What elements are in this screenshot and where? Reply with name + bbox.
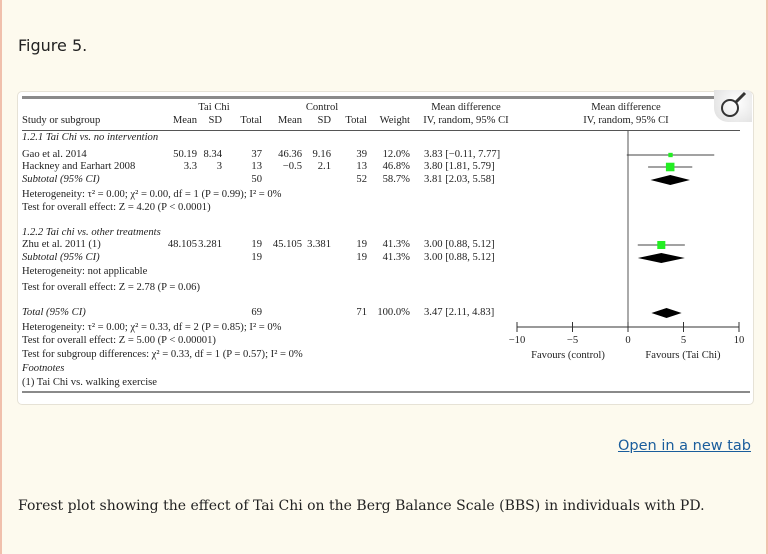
x-tick-label: −5 (566, 335, 579, 346)
study-tc-sd: 3.281 (198, 239, 222, 250)
open-in-new-tab-link[interactable]: Open in a new tab (617, 438, 751, 454)
study-md-ci: 3.80 [1.81, 5.79] (424, 161, 495, 172)
x-tick-label: 5 (680, 335, 687, 346)
subtotal-md-ci: 3.81 [2.03, 5.58] (424, 174, 495, 185)
subtotal-label: Subtotal (95% CI) (22, 174, 100, 185)
study-marker (657, 240, 666, 250)
study-marker (665, 162, 675, 172)
note-label: Test for overall effect: Z = 5.00 (P < 0… (22, 335, 216, 346)
subtotal-label: Subtotal (95% CI) (22, 252, 100, 263)
pooled-diamond (637, 253, 685, 263)
note-label: Heterogeneity: not applicable (22, 266, 148, 277)
study-tc-mean: 50.19 (173, 149, 197, 160)
study-c-mean: −0.5 (282, 161, 302, 172)
subtotal-tc-total: 19 (251, 252, 262, 263)
subtotal-md-ci: 3.47 [2.11, 4.83] (424, 307, 495, 318)
subtotal-tc-total: 50 (251, 174, 262, 185)
magnify-button[interactable] (714, 90, 752, 122)
header-study: Study or subgroup (22, 115, 101, 126)
study-label: Hackney and Earhart 2008 (22, 161, 136, 172)
subtotal-c-total: 19 (356, 252, 367, 263)
study-weight: 46.8% (382, 161, 410, 172)
left-border (0, 0, 2, 554)
subtotal-weight: 58.7% (382, 174, 410, 185)
note-label: Test for overall effect: Z = 2.78 (P = 0… (22, 282, 201, 293)
note-label: Test for overall effect: Z = 4.20 (P < 0… (22, 202, 211, 213)
note-label: Heterogeneity: τ² = 0.00; χ² = 0.00, df … (22, 189, 282, 200)
study-c-mean: 46.36 (278, 149, 302, 160)
header-tc-total: Total (240, 115, 262, 126)
study-tc-total: 13 (251, 161, 262, 172)
header-c-sd: SD (317, 115, 331, 126)
study-label: Zhu et al. 2011 (1) (22, 239, 101, 250)
header-plot-sub: IV, random, 95% CI (583, 115, 669, 126)
header-tc-mean: Mean (172, 115, 197, 126)
header-c-mean: Mean (277, 115, 302, 126)
magnifier-icon (721, 91, 747, 117)
study-tc-mean: 3.3 (183, 161, 197, 172)
study-tc-total: 19 (251, 239, 262, 250)
study-tc-total: 37 (251, 149, 262, 160)
right-border (766, 0, 768, 554)
study-marker (668, 152, 673, 158)
subtotal-weight: 41.3% (382, 252, 410, 263)
header-taichi: Tai Chi (198, 102, 230, 113)
subtotal-c-total: 52 (356, 174, 367, 185)
study-c-sd: 2.1 (317, 161, 331, 172)
subtotal-md-ci: 3.00 [0.88, 5.12] (424, 252, 495, 263)
figure-caption: Forest plot showing the effect of Tai Ch… (18, 498, 705, 514)
header-md: Mean difference (431, 102, 501, 113)
group-label: 1.2.1 Tai Chi vs. no intervention (22, 132, 159, 143)
favours-taichi-label: Favours (Tai Chi) (645, 350, 721, 361)
header-rule (22, 130, 740, 131)
top-rule (22, 96, 752, 99)
group-label: 1.2.2 Tai chi vs. other treatments (22, 227, 161, 238)
study-c-mean: 45.105 (272, 239, 302, 250)
header-md-sub: IV, random, 95% CI (423, 115, 509, 126)
study-md-ci: 3.00 [0.88, 5.12] (424, 239, 495, 250)
header-tc-sd: SD (208, 115, 222, 126)
study-c-sd: 9.16 (312, 149, 331, 160)
pooled-diamond (650, 175, 690, 185)
subtotal-c-total: 71 (356, 307, 367, 318)
x-tick-label: 0 (625, 335, 631, 346)
header-c-total: Total (345, 115, 367, 126)
group-label: Footnotes (22, 363, 65, 374)
pooled-diamond (651, 308, 682, 318)
subtotal-tc-total: 69 (251, 307, 262, 318)
study-c-total: 13 (356, 161, 367, 172)
study-weight: 12.0% (382, 149, 410, 160)
study-c-total: 39 (356, 149, 367, 160)
note-label: (1) Tai Chi vs. walking exercise (22, 377, 157, 388)
x-tick-label: −10 (508, 335, 526, 346)
figure-label: Figure 5. (18, 36, 88, 55)
favours-control-label: Favours (control) (531, 350, 605, 361)
x-tick-label: 10 (733, 335, 745, 346)
study-tc-sd: 3 (216, 161, 222, 172)
study-md-ci: 3.83 [−0.11, 7.77] (424, 149, 501, 160)
header-weight: Weight (379, 115, 410, 126)
study-c-sd: 3.381 (307, 239, 331, 250)
note-label: Heterogeneity: τ² = 0.00; χ² = 0.33, df … (22, 322, 282, 333)
study-tc-mean: 48.105 (167, 239, 197, 250)
study-label: Gao et al. 2014 (22, 149, 87, 160)
study-c-total: 19 (356, 239, 367, 250)
header-control: Control (305, 102, 339, 113)
header-plot: Mean difference (591, 102, 661, 113)
study-weight: 41.3% (382, 239, 410, 250)
figure-card (17, 91, 754, 405)
subtotal-label: Total (95% CI) (22, 307, 86, 318)
subtotal-weight: 100.0% (377, 307, 410, 318)
study-tc-sd: 8.34 (203, 149, 222, 160)
note-label: Test for subgroup differences: χ² = 0.33… (22, 349, 303, 360)
bottom-rule (22, 391, 750, 393)
